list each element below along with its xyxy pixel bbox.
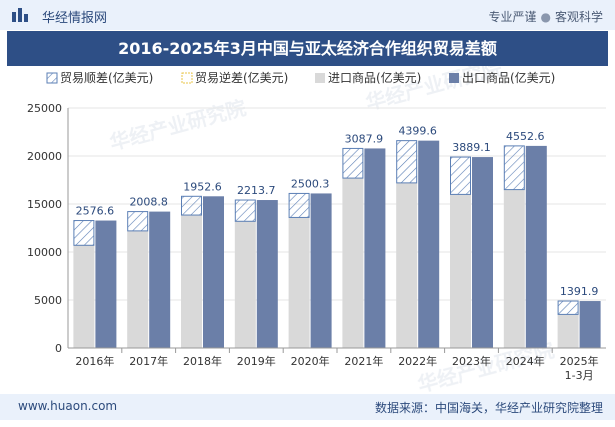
import-bar [342,178,364,348]
import-bar [396,182,418,348]
export-bar [472,157,493,348]
surplus-data-label: 3087.9 [345,132,384,145]
export-bar [525,145,547,348]
import-bar [288,217,310,348]
y-axis: 0 5000 10000 15000 20000 25000 [27,102,69,355]
logo-text: 华经情报网 [42,11,108,26]
x-tick-label: 2016年 [75,354,114,368]
x-tick-label: 2023年 [452,354,491,368]
surplus-bar [450,156,471,195]
y-tick-label: 10000 [27,246,62,259]
surplus-bar [234,199,256,222]
legend-export-swatch [449,73,459,83]
legend-deficit-label: 贸易逆差(亿美元) [195,70,288,85]
legend-deficit-swatch [181,72,193,84]
watermark-text: 华经产业研究院 [107,95,248,154]
footer-source: 数据来源：中国海关，华经产业研究院整理 [374,401,603,415]
export-bar [203,196,224,348]
import-bar [234,221,256,348]
x-tick-label: 1-3月 [565,369,594,382]
export-bar [95,220,117,348]
import-bar [181,215,202,348]
surplus-data-label: 2008.8 [129,196,168,209]
x-tick-label: 2024年 [506,354,545,368]
x-tick-label: 2019年 [237,354,276,368]
y-tick-label: 0 [55,342,62,355]
footer-url: www.huaon.com [18,399,118,413]
slogan-left: 专业严谨 [488,10,537,24]
surplus-data-label: 1391.9 [560,285,599,298]
surplus-bar [503,145,525,191]
export-bar [310,193,332,348]
import-bar [503,189,525,348]
x-axis: 2016年 2017年 2018年 2019年 2020年 2021年 2022年 2023年… [68,347,606,382]
import-bar [557,314,579,348]
y-tick-label: 25000 [27,102,62,115]
x-tick-label: 2020年 [291,354,330,368]
logo-icon [12,8,28,22]
surplus-data-label: 4552.6 [506,130,545,143]
slogan-separator: ● [540,10,551,24]
legend-export-label: 出口商品(亿美元) [462,70,555,85]
surplus-data-label: 4399.6 [398,125,437,138]
x-tick-label: 2017年 [129,354,168,368]
legend-surplus-swatch [46,72,58,84]
surplus-bar [181,195,202,216]
surplus-bar [342,147,364,179]
import-bar [73,245,95,348]
x-tick-label: 2018年 [183,354,222,368]
y-tick-label: 15000 [27,198,62,211]
surplus-data-label: 2500.3 [291,177,330,190]
surplus-data-label: 1952.6 [183,180,222,193]
surplus-bar [557,300,579,315]
bars: 2576.6 2008.8 1952.6 2213.7 2500.3 3087.9 4399… [73,125,601,348]
slogan: 专业严谨 ● 客观科学 [488,8,603,25]
y-tick-label: 5000 [34,294,62,307]
import-bar [450,194,471,348]
export-bar [579,301,601,348]
chart-title: 2016-2025年3月中国与亚太经济合作组织贸易差额 [7,31,608,66]
export-bar [418,140,440,348]
surplus-data-label: 2213.7 [237,184,276,197]
legend: 贸易顺差(亿美元) 贸易逆差(亿美元) 进口商品(亿美元) 出口商品(亿美元) [46,70,555,85]
footer-bar: www.huaon.com 数据来源：中国海关，华经产业研究院整理 [0,394,615,420]
y-tick-label: 20000 [27,150,62,163]
surplus-bar [288,192,310,218]
surplus-data-label: 3889.1 [452,141,491,154]
export-bar [149,211,171,348]
slogan-right: 客观科学 [554,10,603,24]
x-tick-label: 2021年 [344,354,383,368]
chart: 华经产业研究院 华经产业研究院 华经产业研究院 贸易顺差(亿美元) 贸易逆差(亿美… [27,66,606,394]
export-bar [256,200,278,348]
surplus-bar [396,140,418,184]
surplus-bar [73,220,95,246]
header-bar: 华经情报网 专业严谨 ● 客观科学 [0,0,615,30]
export-bar [364,148,386,348]
import-bar [127,230,149,348]
legend-import-label: 进口商品(亿美元) [328,70,421,85]
surplus-data-label: 2576.6 [76,205,115,218]
legend-surplus-label: 贸易顺差(亿美元) [60,70,153,85]
x-tick-label: 2025年 [560,354,599,368]
x-tick-label: 2022年 [398,354,437,368]
surplus-bar [127,211,149,232]
legend-import-swatch [315,73,325,83]
